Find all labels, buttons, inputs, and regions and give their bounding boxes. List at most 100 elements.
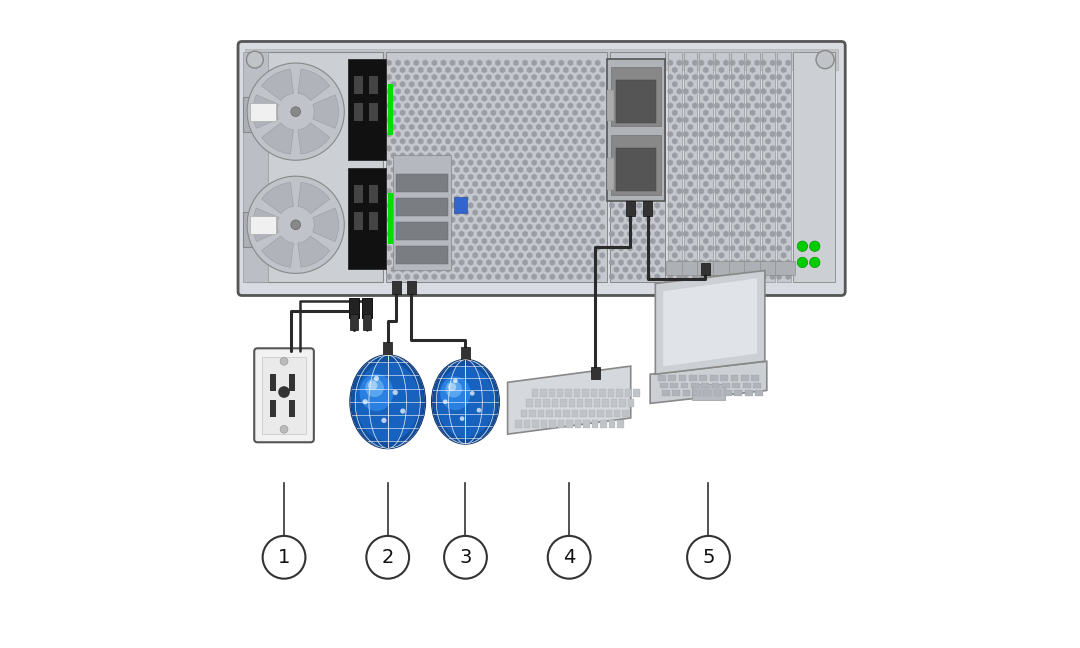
Bar [700,375,707,381]
Bar [535,399,541,407]
Bar [393,156,451,270]
Circle shape [797,257,808,268]
Bar [606,410,612,417]
Bar [608,389,615,397]
Polygon shape [650,361,767,403]
Bar [778,52,791,282]
Bar [759,261,779,275]
Circle shape [470,391,474,396]
Bar [625,202,635,216]
Bar [615,410,621,417]
Bar [620,399,626,407]
Wedge shape [253,208,279,242]
Bar [568,399,575,407]
Bar [392,281,401,294]
Bar [703,390,711,396]
Bar [582,389,589,397]
Bar [526,399,532,407]
Text: 5: 5 [702,548,715,567]
Bar [549,389,555,397]
Bar [531,389,538,397]
Bar [600,420,607,428]
Circle shape [247,176,345,273]
Bar [610,52,665,282]
Bar [524,420,530,428]
Bar [761,52,775,282]
Bar [354,213,363,231]
Bar [369,76,378,94]
Bar [538,410,544,417]
Bar [793,52,835,282]
Circle shape [291,107,300,117]
Bar [243,52,268,282]
Bar [555,410,562,417]
Bar [713,261,732,275]
Text: 3: 3 [459,548,472,567]
FancyBboxPatch shape [254,349,314,442]
Bar [585,399,592,407]
Circle shape [262,536,306,579]
Bar [589,410,595,417]
Bar [580,410,586,417]
Wedge shape [298,182,329,214]
Bar [406,281,416,294]
Bar [700,52,713,282]
Bar [262,356,306,434]
Bar [566,389,572,397]
Bar [701,263,710,275]
Bar [592,420,598,428]
Circle shape [548,536,591,579]
Bar [714,390,721,396]
Bar [243,212,266,248]
Text: 2: 2 [381,548,394,567]
Wedge shape [313,95,338,128]
Bar [289,374,295,391]
Bar [752,375,759,381]
Bar [354,185,363,203]
Ellipse shape [365,378,384,397]
Bar [684,52,698,282]
Bar [607,90,613,121]
Bar [607,59,665,202]
Bar [597,410,604,417]
Bar [387,52,607,282]
Bar [396,222,448,240]
Bar [603,399,609,407]
Circle shape [246,51,264,68]
Bar [712,382,719,389]
Bar [753,382,761,389]
Circle shape [366,536,409,579]
Bar [755,390,762,396]
Circle shape [279,386,289,398]
Bar [622,410,629,417]
Circle shape [381,418,387,423]
Ellipse shape [441,376,471,410]
Circle shape [247,63,345,160]
Bar [678,375,687,381]
Bar [672,390,680,396]
Bar [633,389,639,397]
Bar [396,198,448,216]
Polygon shape [663,279,757,366]
Polygon shape [656,271,765,374]
Ellipse shape [448,383,456,391]
Bar [662,390,670,396]
Bar [529,410,536,417]
Bar [594,399,600,407]
Bar [681,261,701,275]
Bar [354,76,363,94]
Circle shape [363,399,368,404]
Bar [669,375,676,381]
Bar [245,49,838,70]
Bar [354,103,363,121]
Bar [396,246,448,264]
Bar [541,420,548,428]
Ellipse shape [445,381,462,397]
Bar [616,80,656,122]
Text: 4: 4 [563,548,576,567]
Bar [561,399,567,407]
Bar [243,97,266,132]
Circle shape [374,376,379,381]
Wedge shape [253,95,279,128]
Bar [666,261,686,275]
